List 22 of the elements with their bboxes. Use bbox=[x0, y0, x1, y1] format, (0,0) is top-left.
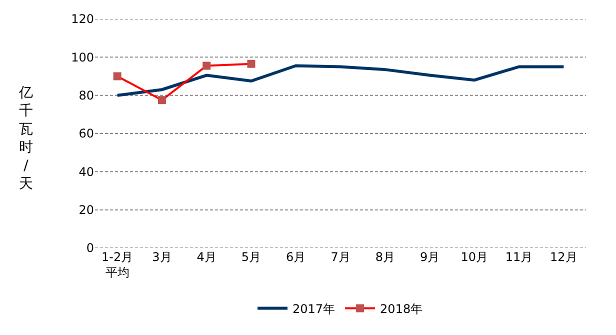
y-axis-title: 亿千瓦时/天 bbox=[18, 85, 33, 192]
x-tick-label: 7月 bbox=[330, 250, 350, 264]
x-tick-label: 4月 bbox=[196, 250, 216, 264]
x-tick-label: 8月 bbox=[375, 250, 395, 264]
x-tick-label: 9月 bbox=[420, 250, 440, 264]
x-tick-label: 10月 bbox=[460, 250, 488, 264]
line-series bbox=[116, 64, 566, 97]
x-tick-label: 6月 bbox=[286, 250, 306, 264]
x-tick-label: 1-2月平均 bbox=[102, 250, 134, 280]
y-tick-label: 120 bbox=[71, 12, 94, 26]
y-tick-label: 60 bbox=[78, 126, 94, 141]
y-tick-label: 20 bbox=[78, 203, 94, 218]
x-tick-label: 11月 bbox=[505, 250, 533, 264]
legend-label: 2018年 bbox=[380, 302, 423, 316]
x-tick-label: 5月 bbox=[241, 250, 262, 264]
x-tick-label: 3月 bbox=[152, 250, 172, 264]
y-tick-label: 40 bbox=[78, 164, 94, 179]
y-tick-label: 100 bbox=[71, 50, 94, 64]
legend-label: 2017年 bbox=[292, 302, 336, 316]
x-tick-label: 12月 bbox=[550, 250, 578, 264]
y-tick-label: 0 bbox=[86, 241, 94, 256]
y-tick-label: 80 bbox=[78, 88, 94, 103]
